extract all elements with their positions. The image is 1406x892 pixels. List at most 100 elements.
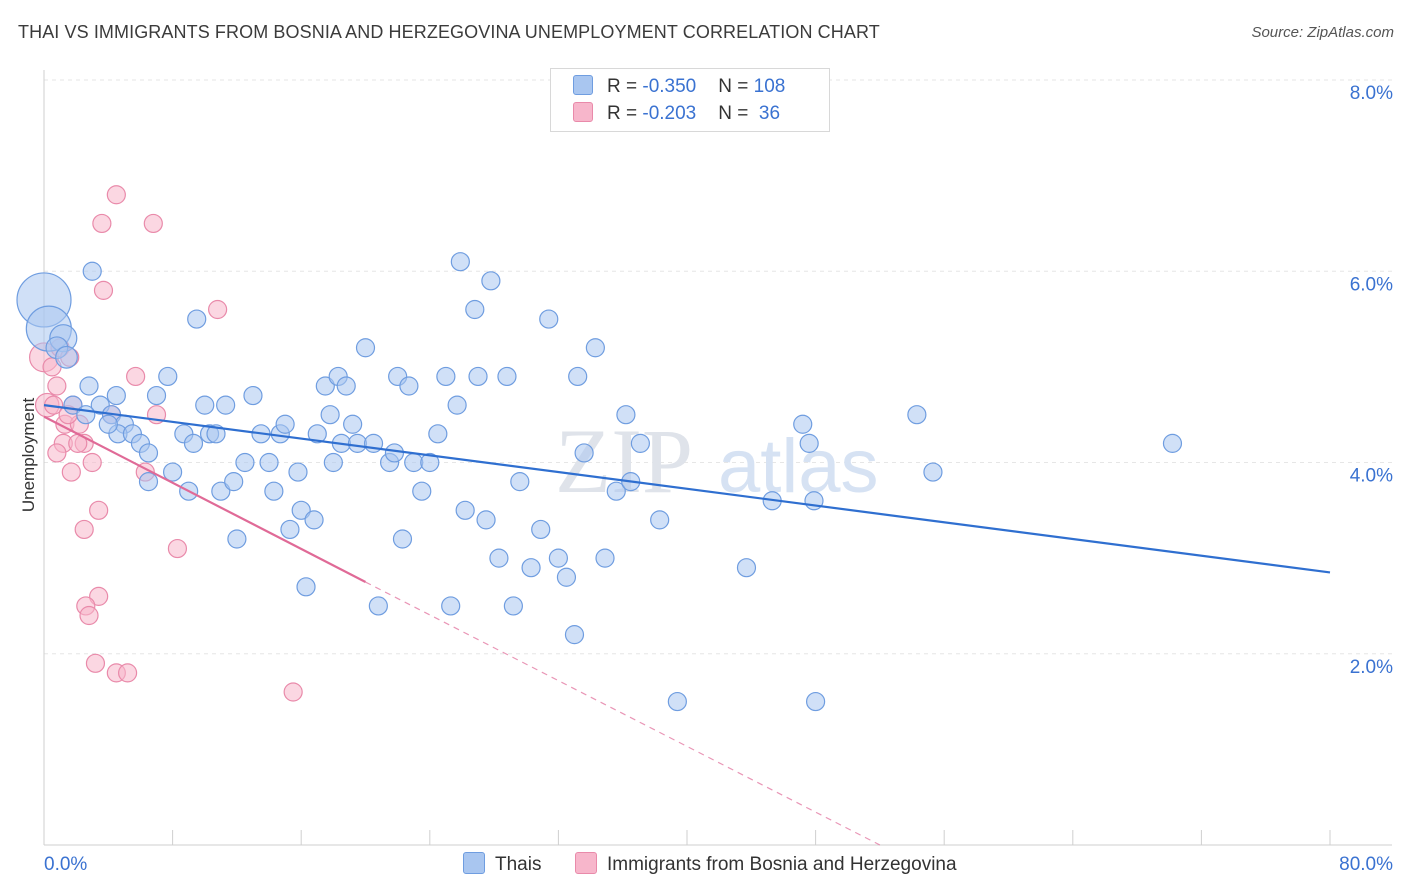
thais-point-99 [907,405,927,425]
bosnia-point-24 [106,185,126,205]
bosnia-point-12 [47,443,67,463]
chart-title: THAI VS IMMIGRANTS FROM BOSNIA AND HERZE… [18,22,880,42]
thais-point-75 [503,596,523,616]
bosnia-point-27 [208,299,228,320]
thais-point-52 [355,338,376,358]
x-tick-label-max: 80.0% [1339,854,1393,875]
y-tick-label-1: 4.0% [1350,466,1393,487]
trend-lines [43,404,1331,846]
x-tick-label-min: 0.0% [44,854,87,875]
thais-point-38 [280,519,300,540]
thais-point-63 [428,424,448,444]
thais-point-81 [556,567,577,587]
thais-point-66 [447,395,467,415]
bottom-legend-thais: Thais [463,852,541,876]
thais-point-17 [158,366,178,387]
thais-point-88 [616,405,636,425]
thais-point-61 [412,481,432,501]
bosnia-trend-line [43,415,367,584]
thais-point-69 [465,299,485,320]
bottom-legend-thais-label: Thais [495,854,542,875]
thais-point-59 [399,376,419,396]
thais-point-22 [183,433,204,453]
bosnia-point-22 [117,663,138,683]
thais-point-27 [211,481,231,501]
thais-point-83 [568,366,588,387]
bosnia-point-25 [143,213,163,234]
thais-trend-line [43,404,1331,574]
thais-point-90 [630,433,650,453]
thais-point-72 [481,271,501,291]
legend-swatch-thais [573,75,593,95]
thais-point-102 [98,414,118,434]
thais-point-95 [793,414,813,434]
thais-point-100 [923,462,943,482]
thais-point-7 [79,376,99,396]
thais-point-4 [55,345,78,369]
thais-point-23 [187,309,207,329]
thais-point-79 [539,309,559,329]
legend-swatch-bosnia [573,102,593,122]
thais-point-41 [296,577,316,597]
thais-point-96 [799,433,819,453]
bosnia-point-28 [126,366,146,387]
legend-row-bosnia: R = -0.203 N = 36 [573,102,780,128]
thais-point-98 [805,691,826,712]
bosnia-point-5 [47,376,67,396]
thais-point-64 [436,366,456,387]
thais-point-5 [82,261,102,281]
y-tick-label-3: 8.0% [1350,83,1393,104]
thais-point-46 [323,452,343,473]
bosnia-point-20 [85,653,106,673]
thais-point-35 [264,481,284,501]
bosnia-point-13 [61,462,81,482]
thais-point-92 [667,691,687,712]
bosnia-point-31 [167,538,188,559]
thais-point-24 [195,395,215,415]
thais-point-43 [307,424,327,444]
thais-point-87 [606,481,626,501]
bosnia-point-23 [92,213,112,234]
thais-point-16 [146,385,167,406]
bosnia-point-19 [79,605,99,626]
thais-point-50 [343,414,363,434]
legend-r-value-thais: -0.350 [642,76,697,97]
thais-point-30 [227,529,247,549]
axes [43,70,1331,845]
thais-point-32 [243,385,263,406]
thais-point-68 [455,500,475,520]
thais-point-39 [288,462,308,482]
bosnia-point-17 [89,586,109,606]
correlation-legend: R = -0.350 N = 108 R = -0.203 N = 36 [550,68,830,132]
y-tick-label-0: 2.0% [1350,657,1393,678]
thais-point-70 [468,366,488,387]
thais-point-76 [510,472,530,492]
thais-point-34 [259,452,279,473]
thais-point-85 [585,338,605,358]
watermark-atlas: atlas [718,424,879,509]
legend-n-value-bosnia: 36 [753,103,781,124]
thais-point-86 [595,548,615,568]
thais-point-18 [163,462,183,482]
thais-point-54 [368,596,388,616]
bosnia-point-32 [283,682,303,702]
thais-point-45 [320,405,340,425]
thais-point-31 [235,452,255,473]
y-tick-label-2: 6.0% [1350,274,1393,295]
thais-point-58 [392,529,413,549]
thais-point-74 [497,366,517,387]
bosnia-point-14 [82,452,102,473]
thais-point-67 [450,252,470,272]
thais-point-91 [650,510,670,530]
thais-point-82 [564,625,585,645]
thais-point-11 [106,385,126,406]
thais-point-40 [291,500,311,520]
bottom-legend-bosnia-label: Immigrants from Bosnia and Herzegovina [607,854,957,875]
bosnia-point-16 [74,519,94,540]
bottom-swatch-thais [463,852,485,874]
thais-point-26 [206,424,226,444]
tick-labels: 2.0% 4.0% 6.0% 8.0% 0.0% 80.0% [44,83,1393,875]
y-axis-label: Unemployment [19,398,38,513]
thais-point-80 [548,548,569,568]
